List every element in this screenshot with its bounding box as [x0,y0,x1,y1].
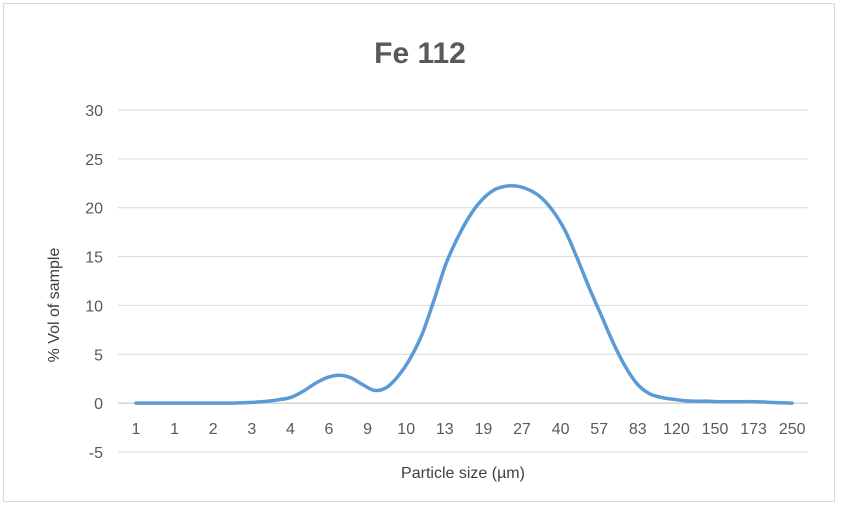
series-lines [134,184,794,405]
y-tick-label: 5 [94,347,103,364]
y-tick-label: 10 [85,298,103,315]
x-tick-label: 10 [397,421,415,438]
x-tick-label: 57 [590,421,608,438]
y-axis-tick-labels: -5 0 5 10 15 20 25 30 [85,103,103,462]
x-axis-title: Particle size (µm) [401,465,525,482]
x-tick-label: 6 [325,421,334,438]
x-tick-label: 83 [629,421,647,438]
x-tick-label: 19 [475,421,493,438]
y-tick-label: 25 [85,152,103,169]
x-tick-label: 13 [436,421,454,438]
x-tick-label: 173 [740,421,767,438]
x-tick-label: 120 [663,421,690,438]
x-tick-label: 150 [702,421,729,438]
x-tick-label: 27 [513,421,531,438]
y-tick-label: 15 [85,250,103,267]
y-tick-label: 30 [85,103,103,120]
x-tick-label: 1 [132,421,141,438]
x-tick-label: 3 [247,421,256,438]
x-tick-label: 250 [779,421,806,438]
series-line [134,184,794,405]
y-tick-label: -5 [89,445,103,462]
y-tick-label: 20 [85,201,103,218]
x-tick-label: 4 [286,421,295,438]
y-tick-label: 0 [94,396,103,413]
x-axis-tick-labels: 1 1 2 3 4 6 9 10 13 19 27 40 57 83 120 150 173 250 [132,421,806,438]
chart-area [3,3,835,502]
x-tick-label: 40 [552,421,570,438]
chart-title: Fe 112 [374,37,466,70]
x-tick-label: 2 [209,421,218,438]
x-tick-label: 9 [363,421,372,438]
x-tick-label: 1 [170,421,179,438]
y-axis-title: % Vol of sample [46,248,63,363]
